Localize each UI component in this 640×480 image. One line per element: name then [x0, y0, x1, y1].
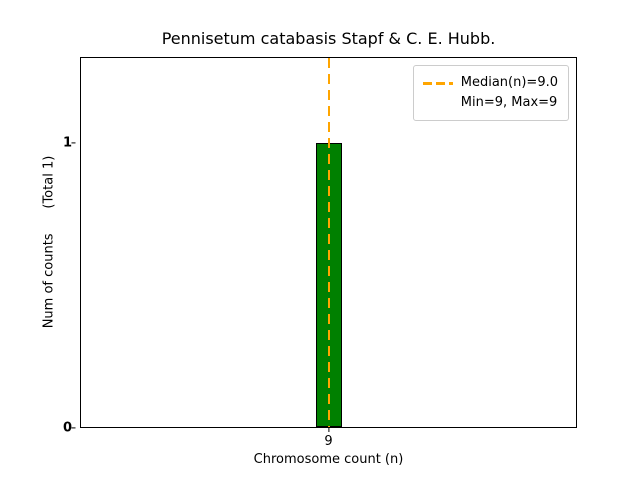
y-axis-label: Num of counts (Total 1): [41, 155, 57, 329]
legend-entry-minmax: Min=9, Max=9: [423, 93, 558, 113]
plot-area: Median(n)=9.0 Min=9, Max=9: [80, 57, 577, 428]
x-tick-label-9: 9: [324, 434, 333, 449]
x-axis-label: Chromosome count (n): [253, 452, 404, 467]
legend: Median(n)=9.0 Min=9, Max=9: [412, 65, 569, 122]
chart-title: Pennisetum catabasis Stapf & C. E. Hubb.: [161, 29, 496, 48]
legend-label-minmax: Min=9, Max=9: [460, 95, 558, 111]
legend-entry-median: Median(n)=9.0: [422, 73, 558, 93]
y-tick-label-1: 1: [62, 135, 72, 151]
legend-label-median: Median(n)=9.0: [460, 75, 558, 90]
x-tick-mark: [327, 428, 330, 432]
y-tick-label-0: 0: [62, 420, 72, 436]
legend-spacer: [423, 102, 453, 105]
median-line: [327, 58, 330, 427]
y-tick-mark: [71, 142, 76, 144]
y-tick-mark: [71, 427, 76, 429]
median-dashed-line-icon: [422, 81, 453, 85]
